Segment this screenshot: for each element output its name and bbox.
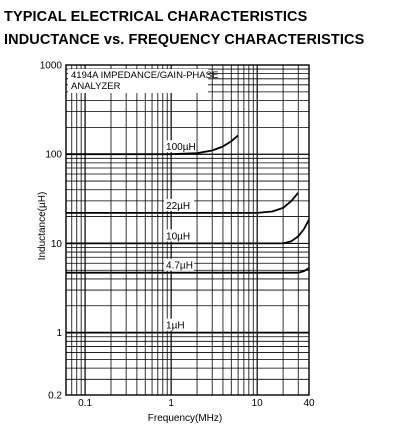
- series-label-bg: [164, 318, 195, 331]
- series-line: [66, 192, 299, 214]
- plot-frame: [65, 64, 310, 396]
- y-tick-label: 0.2: [48, 391, 62, 402]
- y-tick-label: 10: [51, 239, 63, 250]
- series-line: [66, 219, 310, 245]
- y-tick-label: 1000: [40, 61, 63, 72]
- x-axis-label: Frequency(MHz): [148, 413, 222, 424]
- x-tick-label: 10: [252, 398, 264, 409]
- series-label: 1µH: [166, 321, 185, 332]
- annotation-text: 4194A IMPEDANCE/GAIN-PHASE: [71, 70, 218, 81]
- y-axis-label: Inductance(µH): [37, 192, 48, 261]
- y-tick-label: 1: [56, 328, 62, 339]
- tick-labels: 0.1 1 10 40 0.2 1 10 100 1000: [40, 61, 315, 410]
- y-tick-label: 100: [45, 150, 62, 161]
- series-group: 100µH 22µH 10µH 4.7µH 1µH: [66, 134, 310, 334]
- chart-title: TYPICAL ELECTRICAL CHARACTERISTICS: [4, 9, 308, 25]
- series-label-bg: [164, 229, 195, 242]
- x-tick-label: 40: [303, 398, 315, 409]
- series-label: 100µH: [166, 142, 196, 153]
- series-label-bg: [164, 198, 195, 211]
- x-tick-label: 1: [168, 398, 174, 409]
- annotation-text: ANALYZER: [71, 81, 121, 92]
- chart-subtitle: INDUCTANCE vs. FREQUENCY CHARACTERISTICS: [4, 32, 365, 48]
- series-label-bg: [164, 140, 195, 153]
- annotation-bg: [68, 69, 208, 93]
- series-label: 10µH: [166, 231, 190, 242]
- plot-border: [65, 64, 310, 396]
- x-tick-label: 0.1: [78, 398, 92, 409]
- series-line: [66, 134, 239, 156]
- series-label-bg: [164, 258, 195, 271]
- series-label: 4.7µH: [166, 261, 193, 272]
- series-label: 22µH: [166, 201, 190, 212]
- series-line: [66, 267, 310, 274]
